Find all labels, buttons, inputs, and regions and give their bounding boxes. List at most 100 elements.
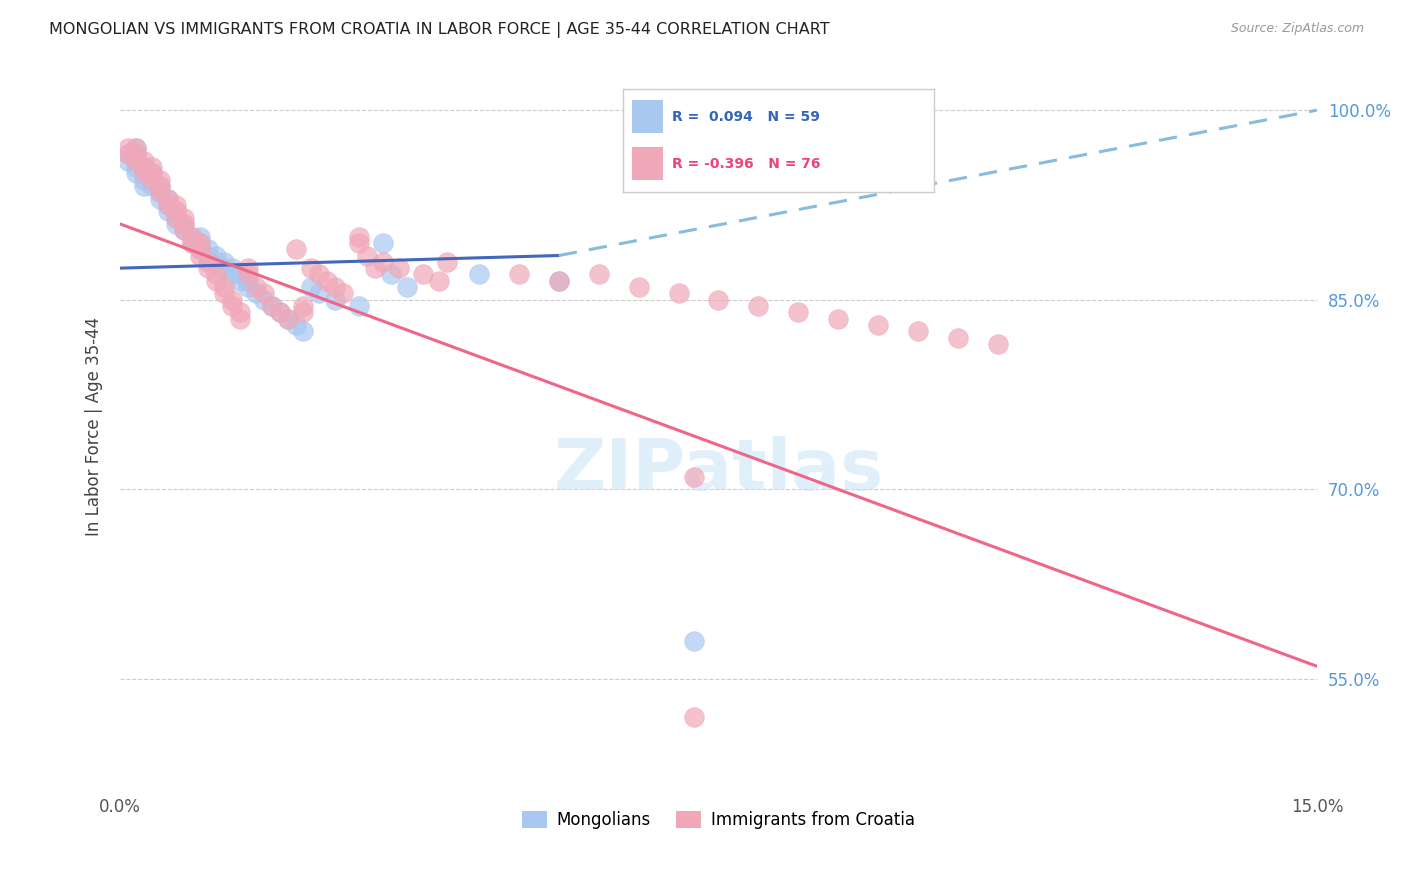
Point <box>165 198 187 212</box>
Point <box>427 274 450 288</box>
Point <box>325 280 347 294</box>
Point <box>308 286 330 301</box>
Point <box>173 211 195 225</box>
Point <box>188 242 211 256</box>
Point <box>149 179 172 194</box>
Point <box>141 166 163 180</box>
Point <box>125 166 148 180</box>
Text: Source: ZipAtlas.com: Source: ZipAtlas.com <box>1230 22 1364 36</box>
Point <box>197 261 219 276</box>
Point <box>156 192 179 206</box>
Point <box>349 235 371 250</box>
Point <box>132 153 155 168</box>
Point <box>436 255 458 269</box>
Point <box>228 311 250 326</box>
Point <box>277 311 299 326</box>
Point <box>117 147 139 161</box>
Point <box>180 235 202 250</box>
Point <box>349 229 371 244</box>
Point <box>125 153 148 168</box>
Point <box>197 248 219 262</box>
Point <box>683 710 706 724</box>
Point <box>141 179 163 194</box>
Point <box>156 198 179 212</box>
Y-axis label: In Labor Force | Age 35-44: In Labor Force | Age 35-44 <box>86 317 103 536</box>
Point <box>117 147 139 161</box>
Point <box>180 229 202 244</box>
Point <box>228 305 250 319</box>
Point <box>125 141 148 155</box>
Point <box>468 268 491 282</box>
Point <box>125 147 148 161</box>
Point <box>228 268 250 282</box>
Point <box>228 274 250 288</box>
Point <box>132 166 155 180</box>
Point <box>149 192 172 206</box>
Point <box>212 255 235 269</box>
Point <box>156 198 179 212</box>
Point <box>292 299 315 313</box>
Point <box>236 280 259 294</box>
Point <box>547 274 569 288</box>
Point <box>260 299 283 313</box>
Point <box>373 255 395 269</box>
Point <box>269 305 291 319</box>
Point <box>188 242 211 256</box>
Point <box>188 235 211 250</box>
Point <box>907 324 929 338</box>
Point <box>245 286 267 301</box>
Text: MONGOLIAN VS IMMIGRANTS FROM CROATIA IN LABOR FORCE | AGE 35-44 CORRELATION CHAR: MONGOLIAN VS IMMIGRANTS FROM CROATIA IN … <box>49 22 830 38</box>
Point <box>221 299 243 313</box>
Point <box>117 141 139 155</box>
Point <box>373 235 395 250</box>
Point <box>188 229 211 244</box>
Point <box>180 235 202 250</box>
Point <box>156 204 179 219</box>
Point <box>204 255 226 269</box>
Point <box>165 204 187 219</box>
Point <box>221 261 243 276</box>
Point <box>301 280 323 294</box>
Point <box>308 268 330 282</box>
Point <box>866 318 889 332</box>
Point <box>156 192 179 206</box>
Point <box>260 299 283 313</box>
Point <box>204 268 226 282</box>
Point <box>204 248 226 262</box>
Point <box>364 261 387 276</box>
Point <box>125 147 148 161</box>
Point <box>117 153 139 168</box>
Point <box>349 299 371 313</box>
Point <box>245 280 267 294</box>
Point <box>316 274 339 288</box>
Point <box>683 634 706 648</box>
Point <box>284 318 307 332</box>
Point <box>987 337 1010 351</box>
Point <box>125 160 148 174</box>
Point <box>221 268 243 282</box>
Point <box>627 280 650 294</box>
Point <box>188 248 211 262</box>
Point <box>787 305 810 319</box>
Point <box>332 286 354 301</box>
Point <box>325 293 347 307</box>
Point <box>827 311 849 326</box>
Point <box>149 186 172 200</box>
Point <box>356 248 378 262</box>
Point <box>180 229 202 244</box>
Point <box>132 172 155 186</box>
Point <box>221 293 243 307</box>
Point <box>173 223 195 237</box>
Point <box>301 261 323 276</box>
Point <box>269 305 291 319</box>
Point <box>204 274 226 288</box>
Point <box>141 172 163 186</box>
Point <box>252 293 274 307</box>
Point <box>141 172 163 186</box>
Point <box>212 261 235 276</box>
Point <box>292 324 315 338</box>
Point <box>125 141 148 155</box>
Point <box>197 255 219 269</box>
Point <box>141 160 163 174</box>
Point <box>277 311 299 326</box>
